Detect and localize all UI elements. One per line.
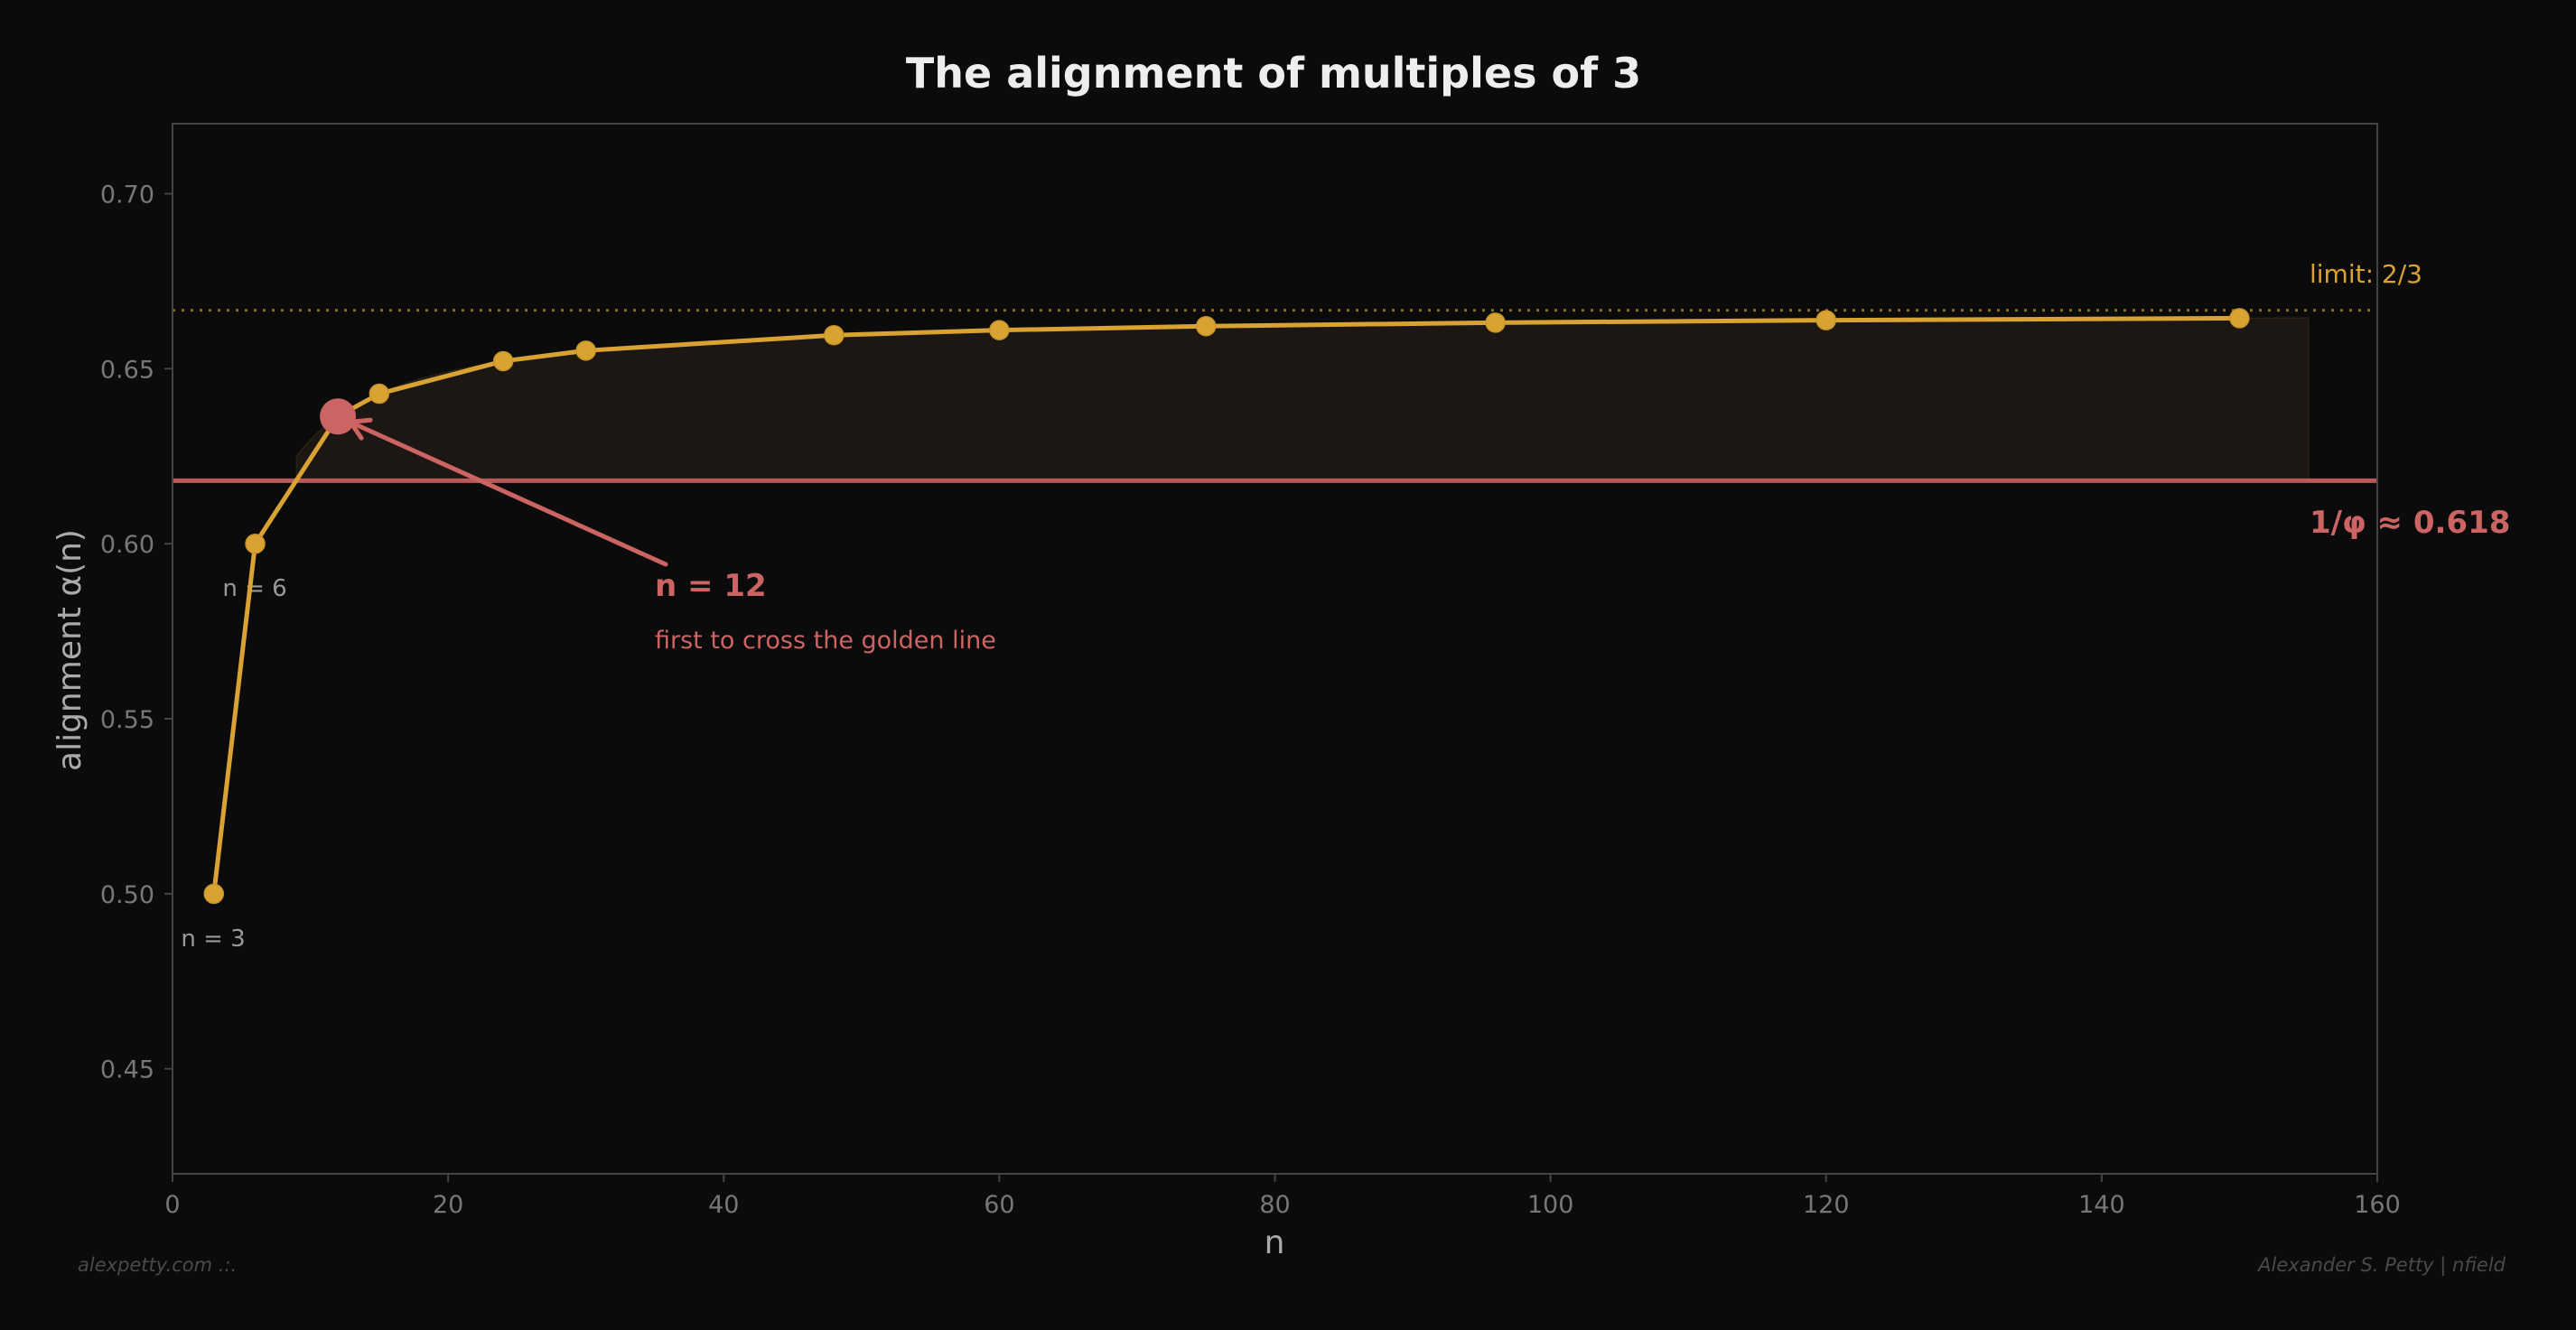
data-point [369, 383, 390, 405]
y-tick-label: 0.60 [100, 531, 154, 559]
highlight-point-n12 [320, 398, 357, 435]
alignment-series [203, 308, 2250, 905]
x-tick-label: 0 [164, 1191, 180, 1219]
golden-ratio-label: 1/φ ≈ 0.618 [2310, 505, 2510, 541]
label-n6: n = 6 [222, 575, 286, 602]
chart-title: The alignment of multiples of 3 [906, 49, 1641, 98]
footer-right: Alexander S. Petty | nfield [2256, 1254, 2506, 1277]
data-point [989, 320, 1010, 340]
reference-lines [173, 309, 2377, 483]
y-tick-label: 0.65 [100, 356, 154, 384]
x-tick-label: 100 [1527, 1191, 1574, 1219]
y-axis-label: alignment α(n) [51, 529, 89, 771]
data-point [2229, 308, 2250, 329]
x-tick-label: 140 [2078, 1191, 2125, 1219]
plot-frame [172, 123, 2378, 1175]
data-point [1815, 310, 1836, 330]
x-tick-label: 80 [1259, 1191, 1290, 1219]
arrow-head-icon [348, 417, 373, 441]
annotation-n12-subtitle: first to cross the golden line [655, 627, 996, 655]
series-line [211, 315, 2240, 895]
data-point [1195, 315, 1217, 337]
shaded-region [295, 317, 2310, 482]
x-tick-label: 40 [708, 1191, 739, 1219]
label-n3: n = 3 [181, 925, 245, 953]
data-point [203, 883, 225, 905]
x-tick-label: 160 [2354, 1191, 2401, 1219]
y-tick-label: 0.55 [100, 706, 154, 734]
x-tick-label: 120 [1803, 1191, 1850, 1219]
data-point [245, 533, 266, 554]
y-axis-ticks: 0.45 0.50 0.55 0.60 0.65 0.70 [100, 181, 173, 1084]
n12-arrow [348, 417, 668, 567]
x-tick-label: 60 [984, 1191, 1014, 1219]
x-axis-label: n [1265, 1224, 1285, 1261]
data-point [575, 340, 596, 361]
shaded-area [295, 317, 2310, 482]
limit-label: limit: 2/3 [2310, 259, 2422, 289]
annotation-n12: n = 12 [655, 568, 767, 604]
footer-left: alexpetty.com .:. [78, 1254, 237, 1276]
y-tick-label: 0.50 [100, 881, 154, 909]
y-tick-label: 0.70 [100, 181, 154, 209]
data-point [1485, 312, 1506, 333]
y-tick-label: 0.45 [100, 1056, 154, 1084]
x-tick-label: 20 [433, 1191, 463, 1219]
data-point [492, 350, 514, 372]
data-point [824, 324, 845, 346]
x-axis-ticks: 0 20 40 60 80 100 120 140 160 [164, 1174, 2401, 1219]
